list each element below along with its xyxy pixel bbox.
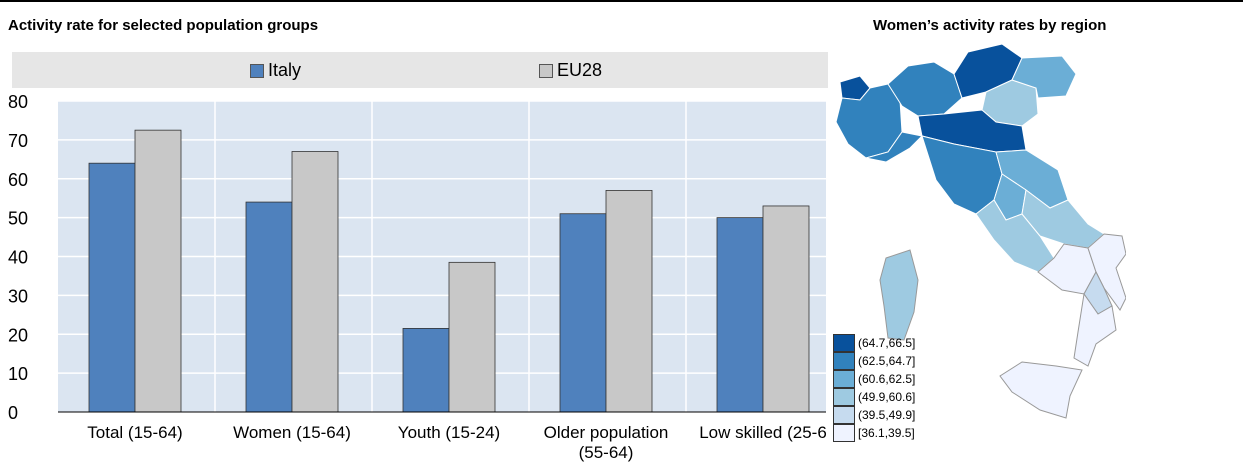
y-tick-label: 50 [8,209,28,229]
x-tick-label: (55-64) [579,443,634,462]
map-legend-swatch [833,424,855,442]
y-tick-label: 10 [8,364,28,384]
y-tick-label: 70 [8,131,28,151]
map-region-puglia [1087,233,1126,311]
map-region-abruzzo-molise [1021,189,1105,249]
map-legend-swatch [833,406,855,424]
map-legend-label: (60.6,62.5] [858,372,916,386]
map-legend-label: (39.5,49.9] [858,408,916,422]
map-region-friuli [1011,55,1077,99]
legend-swatch-italy [250,63,264,78]
bar-eu28 [134,129,182,413]
chart-legend: Italy EU28 [12,52,828,88]
map-legend-label: (64.7,66.5] [858,336,916,350]
chart-title: Activity rate for selected population gr… [8,17,319,34]
bar-chart: 0 10 20 30 40 50 60 70 80 Total (15-64) Women (15-… [8,92,826,462]
map-region-sardegna [879,249,919,341]
map-legend-row: (62.5,64.7] [833,352,915,370]
map-legend-row: (60.6,62.5] [833,370,915,388]
map-legend-swatch [833,334,855,352]
map-legend-swatch [833,370,855,388]
legend-swatch-eu28 [539,63,553,78]
map-legend-label: [36.1,39.5] [858,426,915,440]
bar-italy [245,201,293,413]
map-region-sicilia [999,361,1083,419]
y-tick-label: 0 [8,403,18,423]
map-legend-swatch [833,388,855,406]
legend-item-italy: Italy [250,60,301,81]
legend-item-eu28: EU28 [539,60,602,81]
bar-eu28 [291,151,339,413]
x-tick-label: Older population [544,423,669,442]
y-tick-label: 40 [8,248,28,268]
map-legend-row: (49.9,60.6] [833,388,915,406]
legend-label-italy: Italy [268,60,302,80]
map-title: Women’s activity rates by region [873,17,1107,34]
bar-italy [716,217,764,413]
top-rule [0,0,1243,2]
y-tick-label: 80 [8,92,28,112]
map-legend-label: (49.9,60.6] [858,390,916,404]
x-tick-label: Youth (15-24) [398,423,500,442]
x-tick-label: Low skilled (25-6 [699,423,826,442]
x-tick-label: Women (15-64) [233,423,351,442]
map-region-lazio [975,199,1055,273]
map-legend-row: (64.7,66.5] [833,334,915,352]
x-tick-label: Total (15-64) [87,423,182,442]
map-legend-label: (62.5,64.7] [858,354,916,368]
bar-italy [402,328,450,413]
bar-italy [559,213,607,413]
map-legend-row: (39.5,49.9] [833,406,915,424]
italy-region-map [835,43,1126,419]
bar-eu28 [605,190,653,413]
y-tick-label: 60 [8,170,28,190]
y-tick-label: 20 [8,325,28,345]
map-region-calabria [1073,292,1117,367]
bar-italy [88,162,136,413]
map-legend-swatch [833,352,855,370]
map-legend: (64.7,66.5] (62.5,64.7] (60.6,62.5] (49.… [833,334,915,442]
bar-eu28 [762,205,810,413]
bar-eu28 [448,261,496,413]
legend-label-eu28: EU28 [557,60,603,80]
map-legend-row: [36.1,39.5] [833,424,915,442]
y-tick-label: 30 [8,286,28,306]
